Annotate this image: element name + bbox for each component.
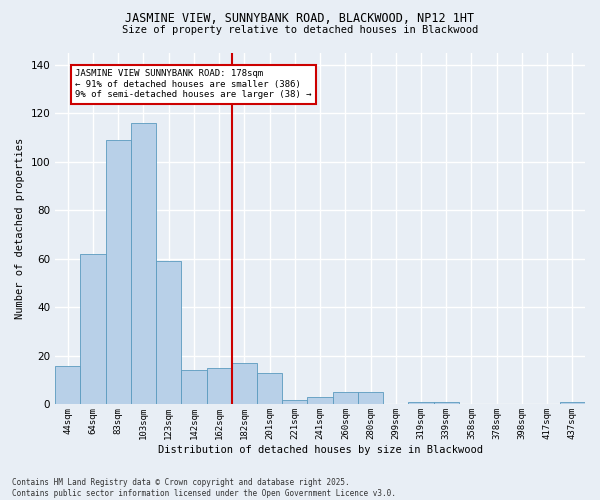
Bar	[560, 402, 585, 404]
Bar	[358, 392, 383, 404]
Bar	[106, 140, 131, 404]
Text: JASMINE VIEW SUNNYBANK ROAD: 178sqm
← 91% of detached houses are smaller (386)
9: JASMINE VIEW SUNNYBANK ROAD: 178sqm ← 91…	[76, 70, 312, 100]
Text: Contains HM Land Registry data © Crown copyright and database right 2025.
Contai: Contains HM Land Registry data © Crown c…	[12, 478, 396, 498]
Bar	[409, 402, 434, 404]
X-axis label: Distribution of detached houses by size in Blackwood: Distribution of detached houses by size …	[158, 445, 482, 455]
Bar	[282, 400, 307, 404]
Text: JASMINE VIEW, SUNNYBANK ROAD, BLACKWOOD, NP12 1HT: JASMINE VIEW, SUNNYBANK ROAD, BLACKWOOD,…	[125, 12, 475, 26]
Bar	[332, 392, 358, 404]
Bar	[156, 261, 181, 404]
Bar	[80, 254, 106, 404]
Bar	[232, 363, 257, 405]
Bar	[206, 368, 232, 405]
Bar	[257, 373, 282, 404]
Bar	[434, 402, 459, 404]
Text: Size of property relative to detached houses in Blackwood: Size of property relative to detached ho…	[122, 25, 478, 35]
Bar	[181, 370, 206, 404]
Bar	[55, 366, 80, 405]
Bar	[131, 123, 156, 404]
Bar	[307, 397, 332, 404]
Y-axis label: Number of detached properties: Number of detached properties	[15, 138, 25, 319]
